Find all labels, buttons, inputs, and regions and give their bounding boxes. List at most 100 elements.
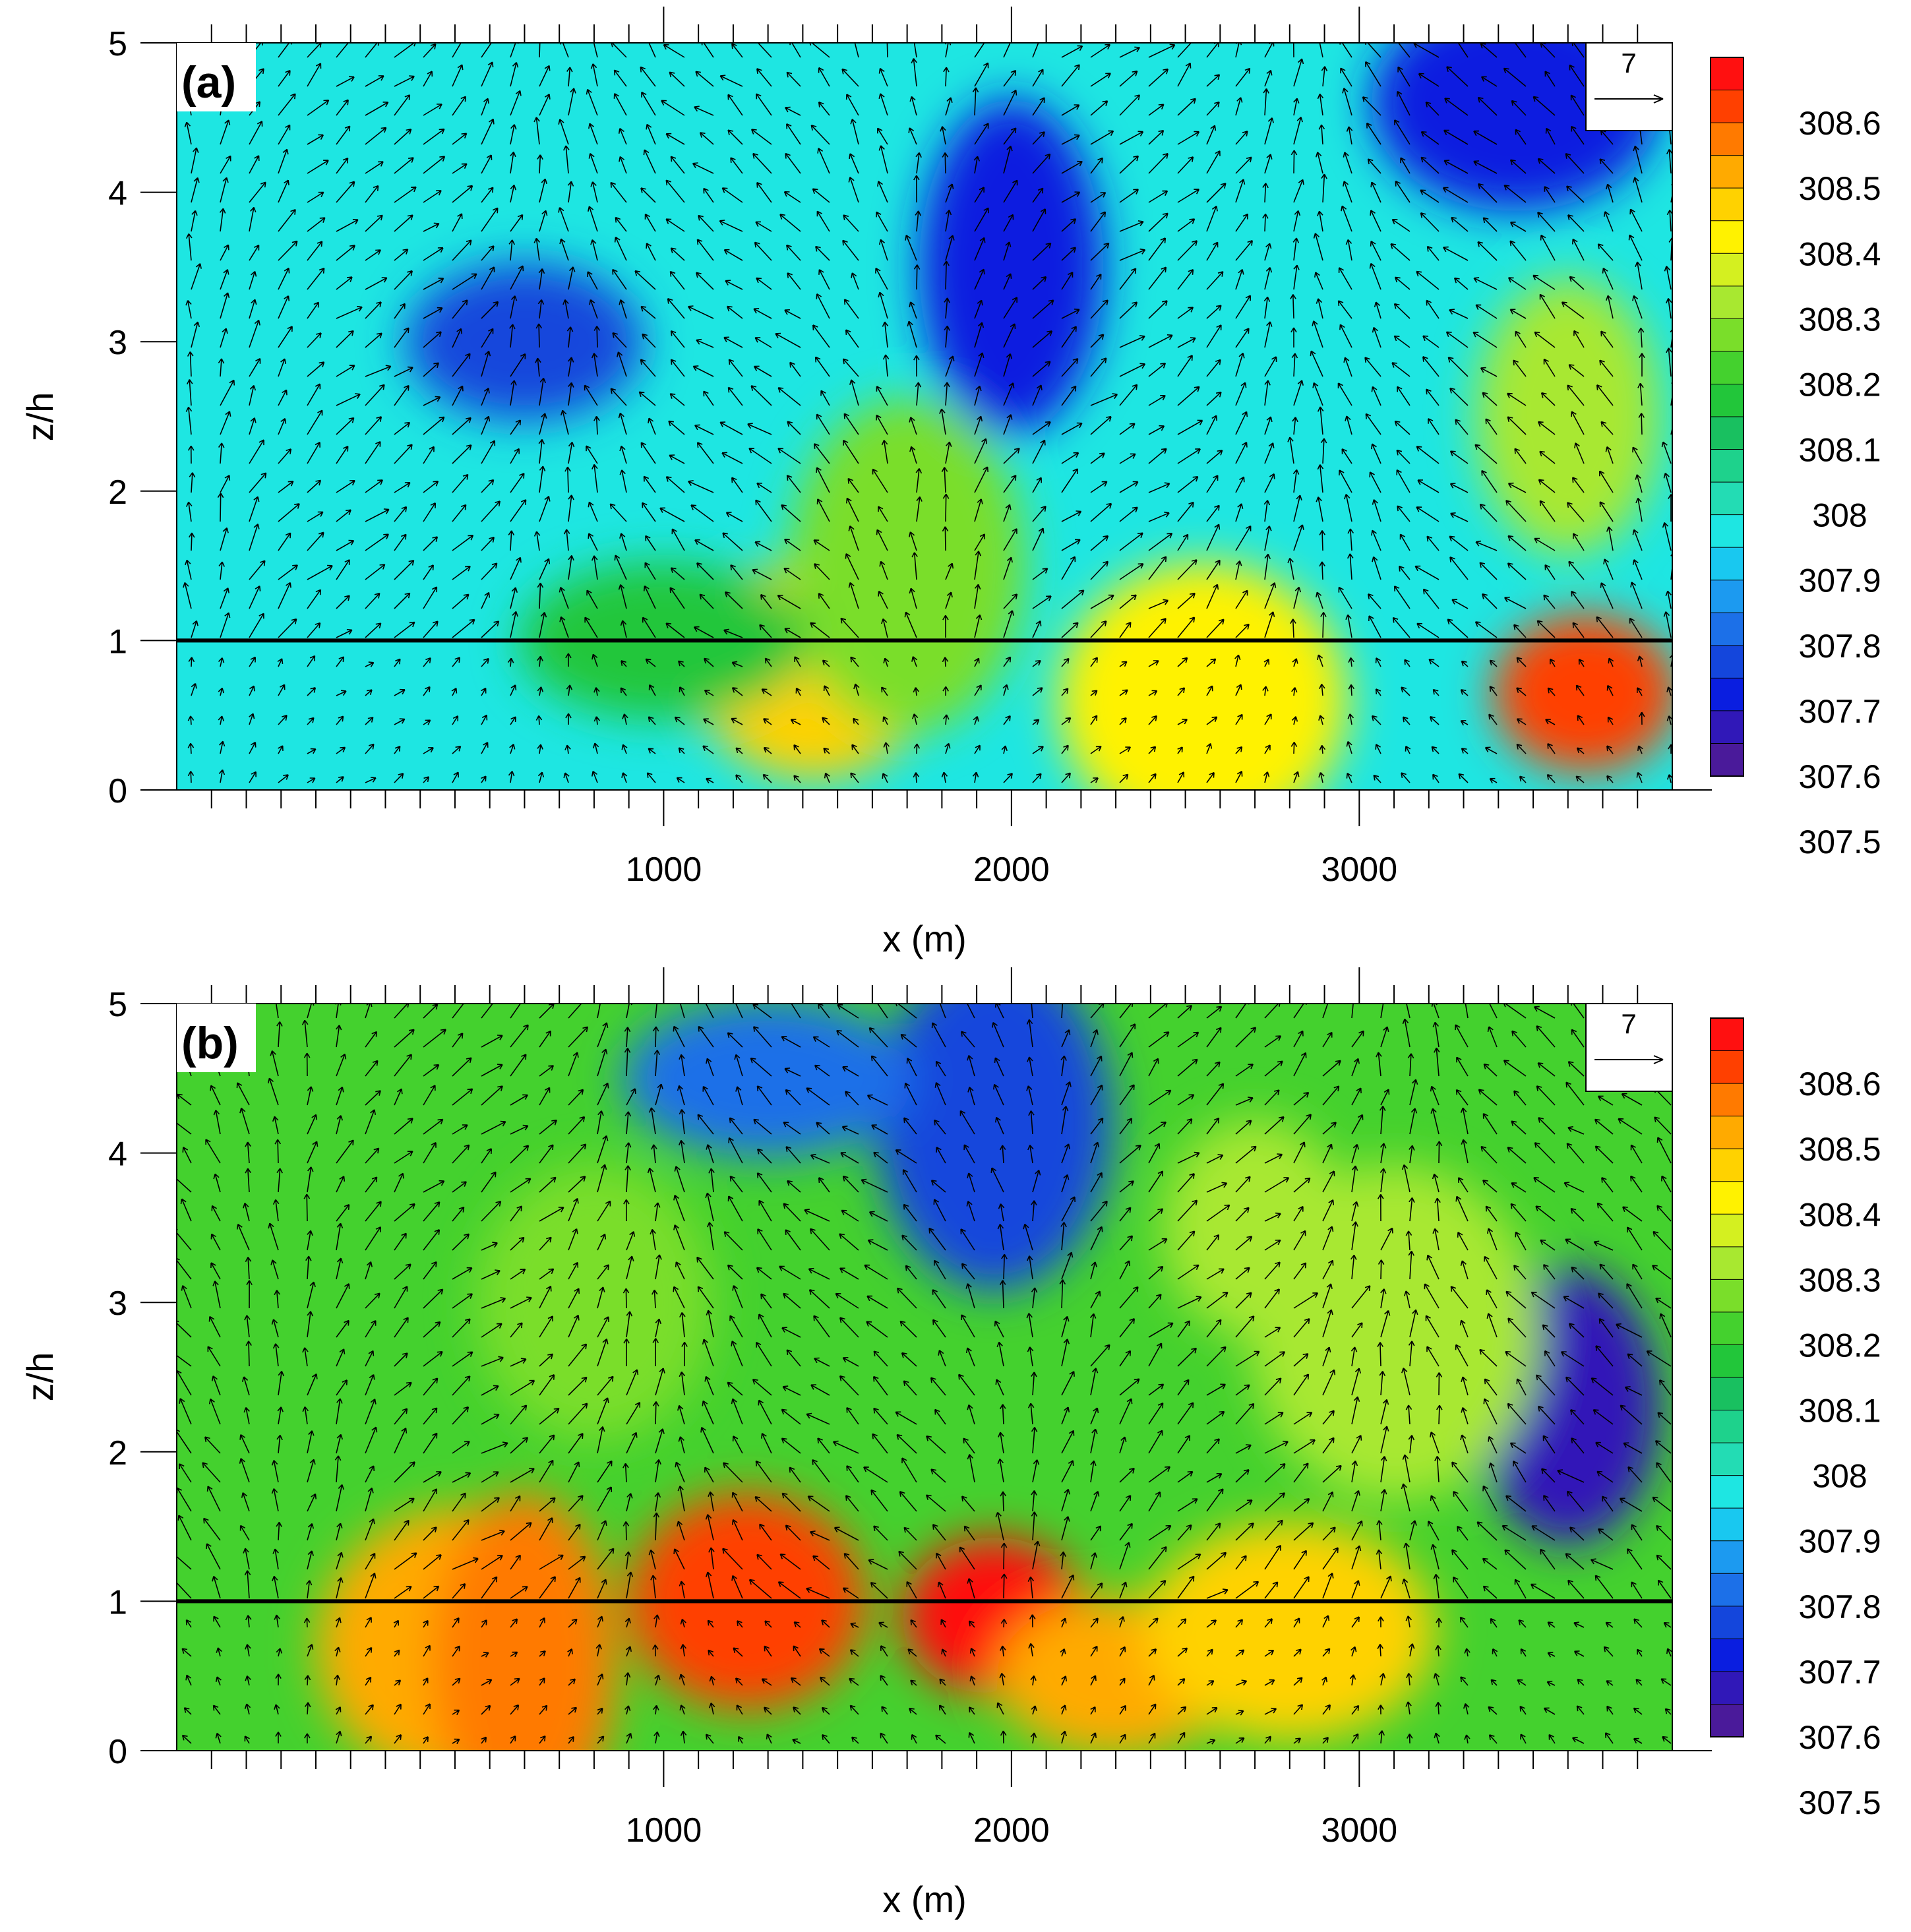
reference-arrowhead-icon bbox=[1653, 1055, 1664, 1064]
y-tick-label: 0 bbox=[108, 1733, 127, 1771]
colorbar-swatch bbox=[1711, 449, 1744, 483]
colorbar-label: 307.7 bbox=[1798, 1654, 1881, 1691]
colorbar-label: 308.4 bbox=[1798, 1196, 1881, 1233]
colorbar-swatch bbox=[1711, 678, 1744, 711]
colorbar-label: 308.3 bbox=[1798, 1261, 1881, 1298]
panel-b-field-blobs bbox=[317, 1004, 1660, 1751]
y-tick-label: 4 bbox=[108, 175, 127, 213]
field-feature bbox=[1475, 278, 1660, 555]
colorbar-swatch bbox=[1711, 1279, 1744, 1313]
colorbar-label: 308.2 bbox=[1798, 1327, 1881, 1364]
panel-a-x-axis-label: x (m) bbox=[882, 918, 967, 959]
colorbar-swatch bbox=[1711, 1704, 1744, 1737]
colorbar-label: 307.6 bbox=[1798, 758, 1881, 795]
colorbar-label: 308.2 bbox=[1798, 366, 1881, 403]
field-feature bbox=[622, 1004, 913, 1158]
colorbar-swatch bbox=[1711, 1443, 1744, 1476]
colorbar-label: 307.7 bbox=[1798, 693, 1881, 730]
panel-a-label: (a) bbox=[177, 43, 256, 111]
colorbar-label: 307.5 bbox=[1798, 824, 1881, 860]
colorbar-swatch bbox=[1711, 155, 1744, 189]
y-tick-label: 3 bbox=[108, 1284, 127, 1323]
field-feature bbox=[475, 1164, 713, 1441]
y-tick-label: 1 bbox=[108, 622, 127, 661]
colorbar-swatch bbox=[1711, 547, 1744, 581]
panel-b: 0 1 2 3 4 5 1000 2000 3000 (b) 7 x (m) z/h 308.6… bbox=[19, 967, 1881, 1920]
field-feature bbox=[1493, 613, 1672, 772]
panel-b-reference-vector-key: 7 bbox=[1585, 1003, 1673, 1092]
colorbar-swatch bbox=[1711, 1671, 1744, 1705]
x-tick-label: 3000 bbox=[1321, 1811, 1397, 1850]
reference-arrowhead-icon bbox=[1653, 94, 1664, 104]
colorbar-swatch bbox=[1711, 253, 1744, 287]
colorbar-label: 308.4 bbox=[1798, 235, 1881, 272]
y-tick-label: 5 bbox=[108, 25, 127, 63]
colorbar-swatch bbox=[1711, 1508, 1744, 1542]
colorbar-label: 307.8 bbox=[1798, 628, 1881, 665]
panel-b-axes: 0 1 2 3 4 5 1000 2000 3000 bbox=[108, 967, 1712, 1850]
colorbar-swatch bbox=[1711, 1050, 1744, 1084]
colorbar-swatch bbox=[1711, 1083, 1744, 1117]
panel-a-field bbox=[177, 43, 1672, 790]
colorbar-swatch bbox=[1711, 123, 1744, 156]
colorbar-label: 307.9 bbox=[1798, 562, 1881, 599]
field-feature bbox=[432, 1493, 617, 1751]
y-tick-label: 0 bbox=[108, 772, 127, 810]
y-tick-label: 5 bbox=[108, 986, 127, 1024]
colorbar-swatch bbox=[1711, 1573, 1744, 1607]
y-tick-label: 4 bbox=[108, 1135, 127, 1174]
colorbar-label: 308.6 bbox=[1798, 105, 1881, 142]
colorbar-frame bbox=[1710, 57, 1744, 777]
colorbar-swatch bbox=[1711, 57, 1744, 91]
panel-a-label-text: (a) bbox=[181, 57, 236, 107]
x-tick-label: 1000 bbox=[626, 851, 702, 889]
x-tick-label: 3000 bbox=[1321, 851, 1397, 889]
panel-a-reference-vector-key: 7 bbox=[1585, 42, 1673, 131]
x-tick-label: 2000 bbox=[973, 1811, 1050, 1850]
panel-a-axes: 0 1 2 3 4 5 1000 2000 3000 bbox=[108, 7, 1712, 889]
colorbar-swatch bbox=[1711, 1475, 1744, 1509]
panel-b-x-axis-label: x (m) bbox=[882, 1879, 967, 1920]
colorbar-swatch bbox=[1711, 645, 1744, 679]
y-tick-label: 2 bbox=[108, 473, 127, 512]
panel-b-field bbox=[177, 1004, 1672, 1751]
colorbar-label: 307.5 bbox=[1798, 1784, 1881, 1821]
y-tick-label: 3 bbox=[108, 324, 127, 362]
colorbar-label: 307.8 bbox=[1798, 1588, 1881, 1625]
field-feature bbox=[406, 262, 644, 421]
colorbar-swatch bbox=[1711, 1410, 1744, 1443]
panel-b-label: (b) bbox=[177, 1004, 256, 1072]
colorbar-label: 307.6 bbox=[1798, 1719, 1881, 1756]
colorbar-swatch bbox=[1711, 384, 1744, 417]
colorbar-label: 308.1 bbox=[1798, 1393, 1881, 1430]
colorbar-swatch bbox=[1711, 220, 1744, 254]
colorbar-swatch bbox=[1711, 1181, 1744, 1215]
colorbar-label: 307.9 bbox=[1798, 1523, 1881, 1560]
colorbar-swatch bbox=[1711, 1116, 1744, 1149]
colorbar-swatch bbox=[1711, 1214, 1744, 1248]
colorbar-swatch bbox=[1711, 1312, 1744, 1345]
field-feature bbox=[1144, 1522, 1435, 1740]
colorbar-swatch bbox=[1711, 1377, 1744, 1411]
colorbar-swatch bbox=[1711, 90, 1744, 123]
colorbar-label: 308.1 bbox=[1798, 432, 1881, 469]
colorbar-label: 308.5 bbox=[1798, 1131, 1881, 1168]
colorbar-swatch bbox=[1711, 710, 1744, 744]
panel-b-colorbar: 308.6 308.5 308.4 308.3 308.2 308.1 308 307.9 30… bbox=[1710, 1017, 1881, 1821]
colorbar-swatch bbox=[1711, 1246, 1744, 1280]
colorbar-swatch bbox=[1711, 1018, 1744, 1052]
y-tick-label: 2 bbox=[108, 1434, 127, 1472]
colorbar-label: 308.6 bbox=[1798, 1066, 1881, 1102]
colorbar-swatch bbox=[1711, 417, 1744, 450]
panel-a-y-axis-label: z/h bbox=[19, 392, 61, 442]
colorbar-swatch bbox=[1711, 613, 1744, 646]
colorbar-frame bbox=[1710, 1017, 1744, 1737]
colorbar-swatch bbox=[1711, 1639, 1744, 1672]
panel-a-colorbar: 308.6 308.5 308.4 308.3 308.2 308.1 308 307.9 30… bbox=[1710, 57, 1881, 860]
panel-b-y-axis-label: z/h bbox=[19, 1352, 61, 1402]
panel-a: 0 1 2 3 4 5 1000 2000 3000 (a) 7 x (m) z/h 308.6… bbox=[19, 7, 1881, 959]
colorbar-swatch bbox=[1711, 743, 1744, 777]
y-tick-label: 1 bbox=[108, 1583, 127, 1621]
colorbar-label: 308.3 bbox=[1798, 301, 1881, 338]
